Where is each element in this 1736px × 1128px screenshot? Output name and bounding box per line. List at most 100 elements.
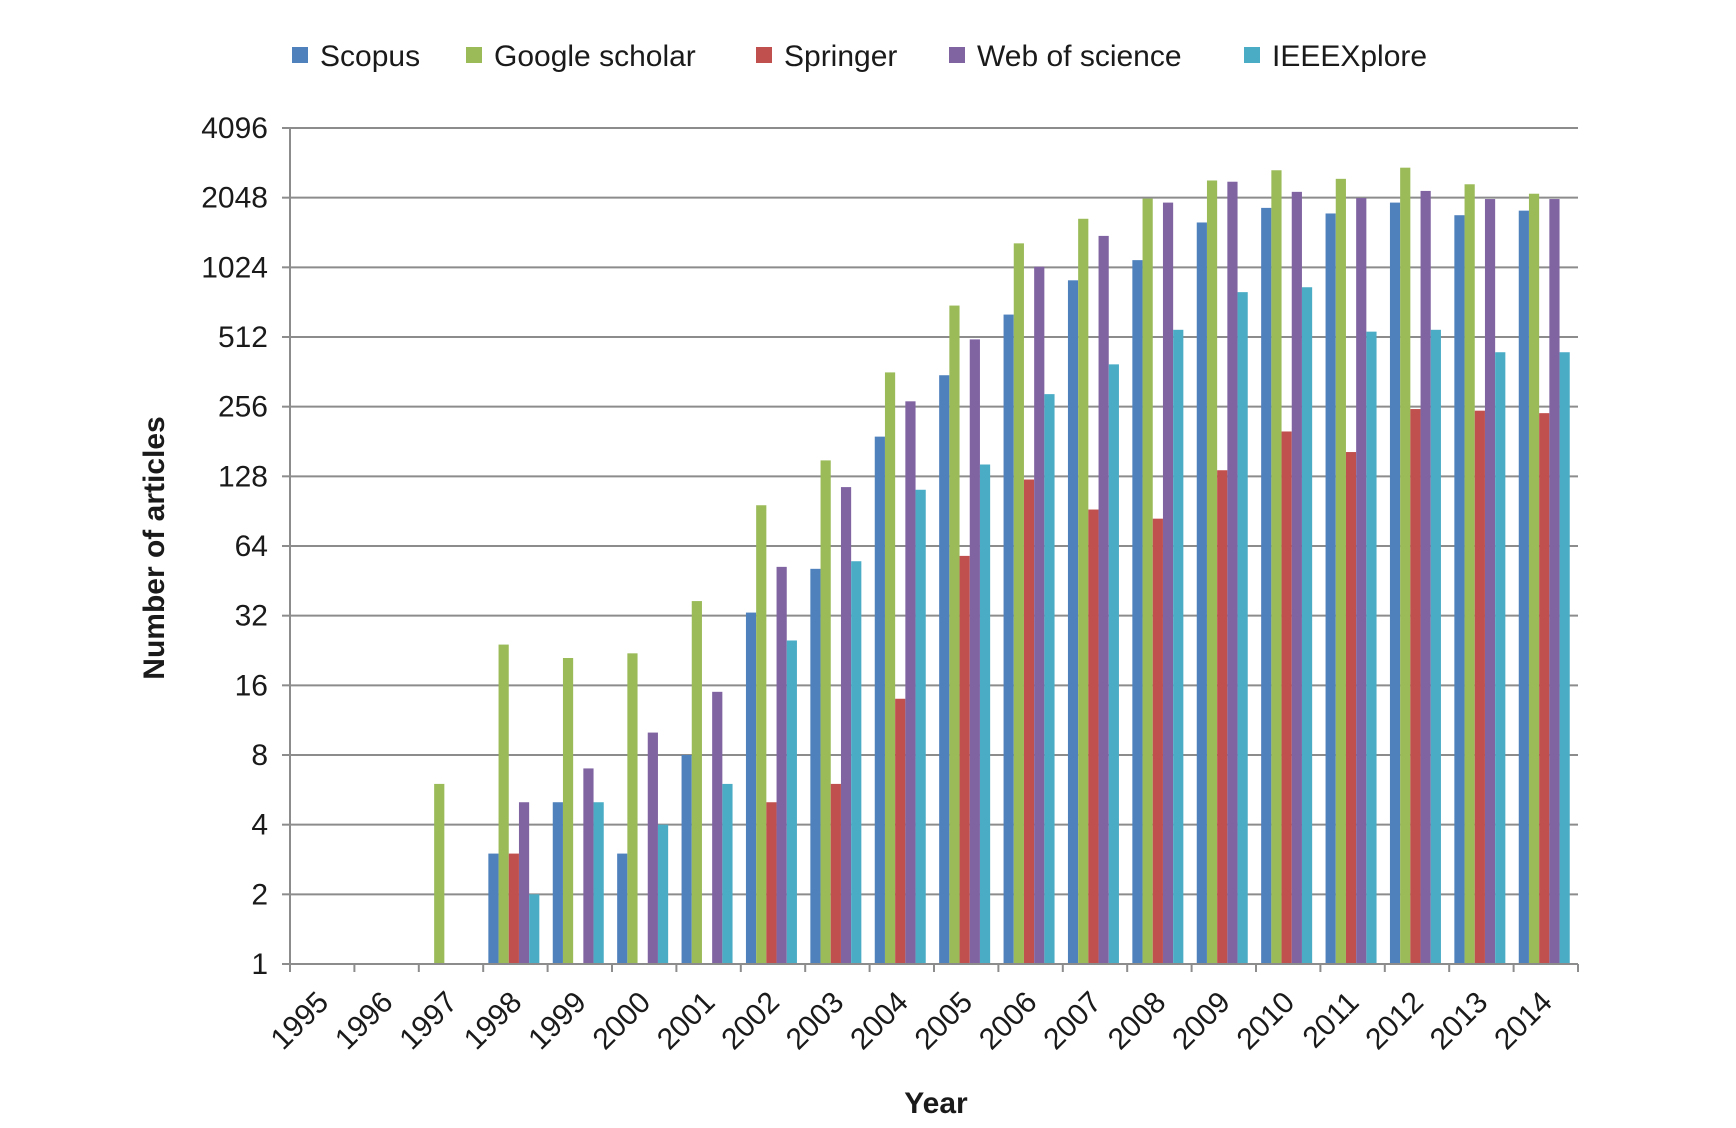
bar-ieeexplore-1998	[529, 894, 540, 964]
legend-item-google-scholar: Google scholar	[466, 40, 696, 73]
bar-scopus-2003	[810, 568, 821, 964]
bar-google-scholar-2008	[1142, 198, 1153, 964]
bar-google-scholar-2014	[1528, 193, 1540, 965]
y-tick-label: 64	[235, 530, 268, 563]
bar-scopus-2000	[617, 853, 628, 964]
y-tick-label: 8	[251, 739, 268, 772]
bar-ieeexplore-2007	[1108, 364, 1119, 965]
bar-ieeexplore-2005	[979, 464, 991, 964]
bar-web-of-science-2007	[1098, 235, 1109, 965]
bar-ieeexplore-2004	[915, 489, 926, 964]
bar-springer-1998	[508, 853, 519, 964]
bar-springer-2007	[1088, 509, 1099, 964]
legend-swatch	[1244, 47, 1260, 63]
legend-item-springer: Springer	[756, 40, 897, 73]
bar-web-of-science-2012	[1420, 190, 1431, 965]
bar-web-of-science-2014	[1549, 199, 1560, 964]
bar-google-scholar-2009	[1206, 180, 1218, 965]
legend-label: Web of science	[977, 40, 1182, 73]
bar-scopus-2008	[1132, 260, 1143, 965]
bar-google-scholar-2013	[1464, 184, 1475, 964]
x-tick-label: 2008	[1102, 986, 1173, 1057]
bar-springer-2003	[830, 783, 841, 964]
y-tick-label: 128	[218, 460, 268, 493]
x-tick-label: 2006	[973, 986, 1044, 1057]
legend-label: Google scholar	[494, 40, 696, 73]
bar-web-of-science-2009	[1227, 181, 1238, 964]
bar-web-of-science-2004	[905, 401, 916, 964]
bar-springer-2004	[895, 698, 906, 964]
bar-google-scholar-2000	[627, 653, 638, 964]
bar-web-of-science-2006	[1034, 266, 1045, 965]
y-tick-label: 2	[251, 878, 268, 911]
bar-scopus-2011	[1325, 213, 1336, 964]
bar-google-scholar-1999	[562, 658, 574, 964]
bar-springer-2008	[1152, 518, 1163, 964]
bar-google-scholar-2003	[820, 460, 831, 964]
legend-item-scopus: Scopus	[292, 40, 420, 73]
x-tick-label: 2003	[780, 986, 851, 1057]
bar-ieeexplore-2009	[1237, 292, 1248, 965]
bar-google-scholar-2012	[1400, 167, 1411, 964]
bars	[434, 167, 1570, 965]
bar-ieeexplore-2011	[1366, 331, 1377, 964]
x-tick-label: 2011	[1297, 986, 1366, 1055]
bar-ieeexplore-2000	[657, 824, 669, 964]
y-tick-label: 256	[218, 391, 268, 424]
bar-ieeexplore-2003	[851, 561, 862, 964]
x-tick-labels: 1995199619971998199920002001200220032004…	[265, 986, 1559, 1057]
bar-ieeexplore-1999	[593, 802, 604, 964]
bar-google-scholar-1998	[498, 644, 509, 964]
bar-springer-2006	[1023, 479, 1035, 964]
x-tick-label: 2002	[715, 986, 786, 1057]
bar-scopus-1999	[552, 802, 563, 964]
y-tick-label: 4	[251, 809, 268, 842]
bar-web-of-science-2001	[712, 691, 723, 964]
x-tick-label: 2004	[844, 986, 915, 1057]
bar-ieeexplore-2012	[1430, 329, 1441, 964]
chart-legend: Scopus Google scholar Springer Web of scien…	[292, 40, 1427, 73]
bar-scopus-1998	[488, 853, 499, 964]
bar-scopus-2007	[1067, 280, 1079, 964]
bar-web-of-science-2005	[969, 339, 980, 965]
bar-google-scholar-2001	[691, 601, 702, 964]
bar-springer-2014	[1539, 413, 1550, 964]
x-tick-label: 1999	[522, 986, 593, 1057]
legend-swatch	[949, 47, 965, 63]
bar-scopus-2004	[874, 436, 885, 964]
bar-ieeexplore-2010	[1301, 287, 1313, 964]
bar-springer-2013	[1474, 410, 1485, 964]
bar-ieeexplore-2008	[1173, 329, 1184, 964]
bar-scopus-2012	[1389, 202, 1401, 965]
bar-springer-2005	[959, 555, 970, 964]
axes	[282, 127, 1579, 972]
bar-scopus-2001	[681, 755, 692, 964]
bar-web-of-science-2013	[1484, 199, 1496, 964]
x-tick-label: 2013	[1424, 986, 1495, 1057]
bar-web-of-science-2008	[1162, 202, 1174, 965]
bar-web-of-science-2011	[1356, 198, 1367, 964]
bar-springer-2010	[1281, 431, 1292, 964]
bar-web-of-science-2010	[1291, 191, 1302, 964]
bar-scopus-2014	[1518, 210, 1529, 965]
legend-swatch	[756, 47, 772, 63]
bar-springer-2002	[766, 802, 777, 964]
x-tick-label: 2001	[651, 986, 722, 1057]
bar-web-of-science-2002	[776, 566, 787, 964]
bar-google-scholar-2005	[949, 305, 960, 964]
x-axis-title: Year	[904, 1087, 968, 1120]
x-tick-label: 2014	[1488, 986, 1559, 1057]
y-tick-label: 16	[235, 669, 268, 702]
bar-web-of-science-1998	[518, 802, 530, 964]
bar-google-scholar-2006	[1013, 243, 1024, 964]
bar-ieeexplore-2006	[1044, 394, 1055, 964]
y-tick-label: 32	[235, 600, 268, 633]
bar-scopus-2005	[939, 375, 950, 964]
legend-item-web-of-science: Web of science	[949, 40, 1182, 73]
x-tick-label: 1995	[265, 986, 336, 1057]
x-tick-label: 2000	[587, 986, 658, 1057]
x-tick-label: 2009	[1166, 986, 1237, 1057]
bar-google-scholar-2007	[1078, 218, 1089, 964]
x-tick-label: 1998	[458, 986, 529, 1057]
